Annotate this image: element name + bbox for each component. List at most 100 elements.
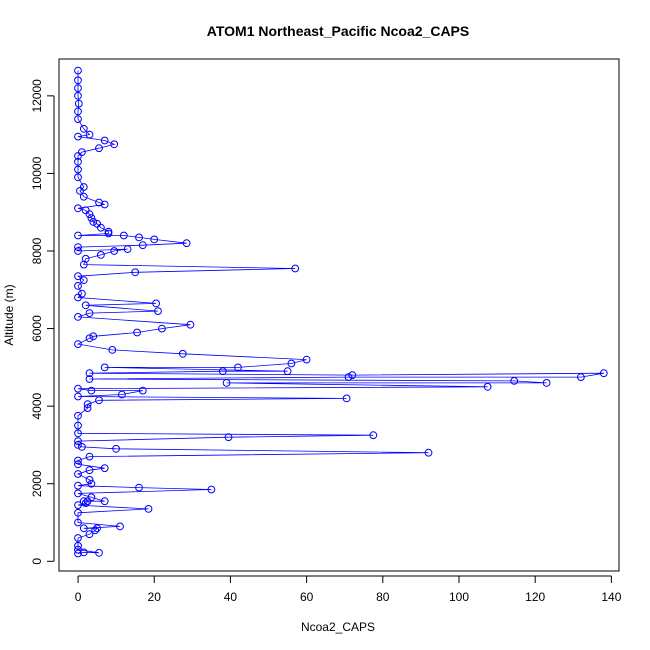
data-point [91,526,100,535]
data-point [74,384,82,393]
data-point [138,386,147,395]
data-point [93,524,101,533]
data-point [154,307,162,316]
data-point [291,264,300,273]
y-axis-label: Altitude (m) [2,284,16,345]
data-point [74,481,82,490]
data-point [85,369,94,378]
x-axis-label: Ncoa2_CAPS [301,620,375,634]
y-tick-label: 12000 [30,79,44,113]
data-point [79,260,88,269]
series-line [76,70,604,554]
data-point [85,375,94,383]
data-point [483,382,492,391]
data-point [74,437,82,446]
data-point [85,210,94,219]
data-point [85,334,94,343]
y-tick-label: 4000 [30,392,44,419]
data-point [83,400,92,409]
data-point [74,243,82,252]
x-tick-label: 80 [376,590,390,604]
data-point [74,247,82,255]
data-point [287,359,296,368]
series-layer [74,66,608,558]
data-point [85,452,94,461]
x-tick-label: 20 [148,590,162,604]
y-tick-label: 6000 [30,315,44,342]
data-point [74,99,83,108]
data-point [89,332,98,341]
data-point [348,371,357,380]
data-point [123,245,132,254]
data-point [74,518,82,527]
data-point [186,320,195,329]
data-point [89,218,98,226]
data-point [116,522,124,531]
data-point [74,76,82,85]
data-point [81,301,90,310]
data-point [182,239,191,248]
data-point [74,231,82,240]
x-tick-label: 140 [601,590,621,604]
data-point [74,152,82,160]
data-point [74,456,82,465]
data-point [150,235,159,244]
data-point [78,148,86,157]
data-point [74,392,82,401]
x-tick-label: 60 [300,590,314,604]
data-point [104,229,113,238]
data-point [85,130,94,139]
data-point [76,187,84,195]
data-point [83,497,92,506]
data-point [144,505,153,513]
data-point [74,173,82,182]
data-point [100,363,109,372]
data-point [542,379,551,387]
data-point [81,499,90,508]
data-point [224,433,233,442]
data-point [118,390,126,399]
data-point [74,340,82,349]
data-point [74,421,82,430]
data-point [74,66,82,75]
data-point [81,254,90,263]
data-point [74,91,82,100]
data-point [74,541,82,550]
data-point [74,272,82,281]
data-point [74,460,82,469]
data-point [218,367,227,376]
data-point [108,346,117,354]
y-tick-label: 0 [30,558,44,565]
data-point [178,349,187,358]
y-tick-label: 10000 [30,156,44,190]
data-point [131,268,140,277]
data-point [369,431,378,440]
data-point [97,251,105,259]
data-point [85,475,94,484]
data-point [138,241,147,250]
y-tick-label: 2000 [30,470,44,497]
data-point [207,485,216,494]
data-point [74,84,82,92]
data-point [74,282,82,290]
y-axis: 0 2000 4000 6000 8000 10000 12000 [30,79,55,565]
x-tick-label: 100 [449,590,469,604]
data-point [95,198,103,207]
data-point [510,377,519,385]
data-point [424,448,433,457]
data-point [133,328,142,337]
data-point [110,140,119,149]
data-point [79,124,88,133]
data-point [100,497,109,506]
data-point [158,324,166,333]
data-point [302,355,311,364]
data-point [74,549,82,558]
data-point [79,524,88,533]
data-point [74,441,82,449]
data-point [222,379,231,387]
data-point [95,396,103,405]
data-point [74,313,82,321]
data-point [234,363,242,372]
data-point [283,367,292,376]
